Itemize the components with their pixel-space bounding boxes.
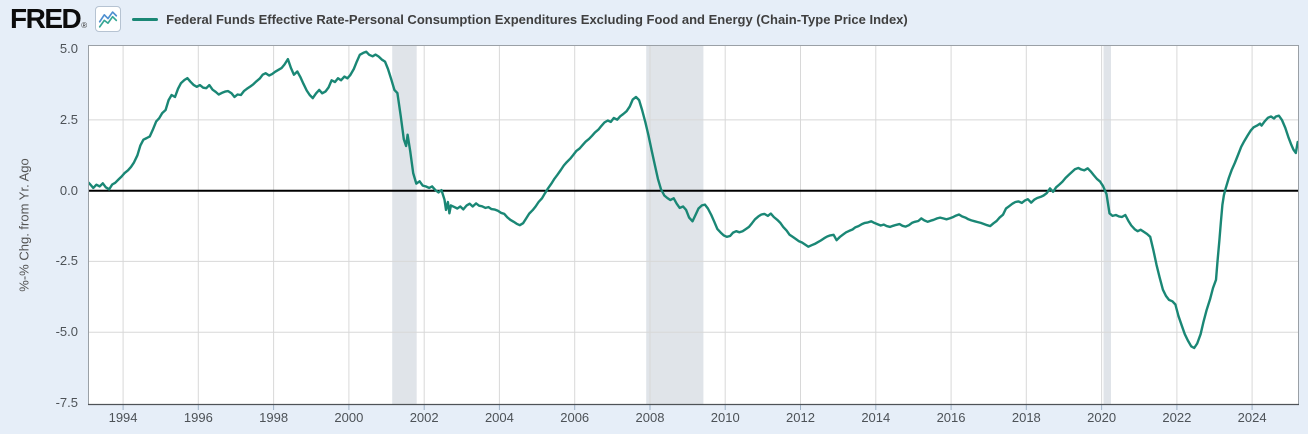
y-tick-label: 0.0 [59, 182, 78, 198]
x-tick-label: 2018 [1011, 410, 1041, 425]
x-tick-label: 2010 [710, 410, 740, 425]
x-tick-label: 2022 [1162, 410, 1192, 425]
recession-band [1103, 45, 1111, 405]
recession-band [392, 45, 417, 405]
y-axis-title: %-% Chg. from Yr. Ago [16, 158, 32, 292]
fred-logo: FRED ® [10, 5, 87, 33]
x-tick-label: 2012 [786, 410, 815, 425]
x-tick-label: 2024 [1237, 410, 1267, 425]
x-tick-label: 1996 [183, 410, 213, 425]
recession-band [646, 45, 704, 405]
registered-trademark-symbol: ® [81, 21, 88, 30]
x-tick-label: 2000 [334, 410, 364, 425]
x-tick-label: 2004 [484, 410, 514, 425]
mini-chart-icon [95, 6, 122, 32]
fred-wordmark: FRED [10, 3, 82, 34]
y-tick-label: 5.0 [59, 41, 78, 57]
x-tick-label: 2014 [861, 410, 891, 425]
x-tick-label: 2008 [635, 410, 665, 425]
x-tick-label: 2002 [409, 410, 439, 425]
series-title: Federal Funds Effective Rate-Personal Co… [166, 11, 908, 27]
x-tick-label: 1994 [108, 410, 138, 425]
legend-line-swatch [132, 17, 159, 21]
y-tick-label: 2.5 [59, 111, 78, 127]
y-tick-label: -2.5 [55, 253, 78, 269]
plot-area[interactable] [88, 45, 1299, 411]
x-tick-label: 2006 [560, 410, 590, 425]
data-line[interactable] [88, 50, 1299, 350]
x-tick-label: 2020 [1087, 410, 1117, 425]
y-tick-label: -7.5 [55, 394, 78, 410]
y-tick-label: -5.0 [55, 324, 78, 340]
x-tick-label: 2016 [936, 410, 966, 425]
x-tick-label: 1998 [259, 410, 289, 425]
graph-header: FRED ® Federal Funds Effective Rate-Pers… [10, 0, 908, 38]
